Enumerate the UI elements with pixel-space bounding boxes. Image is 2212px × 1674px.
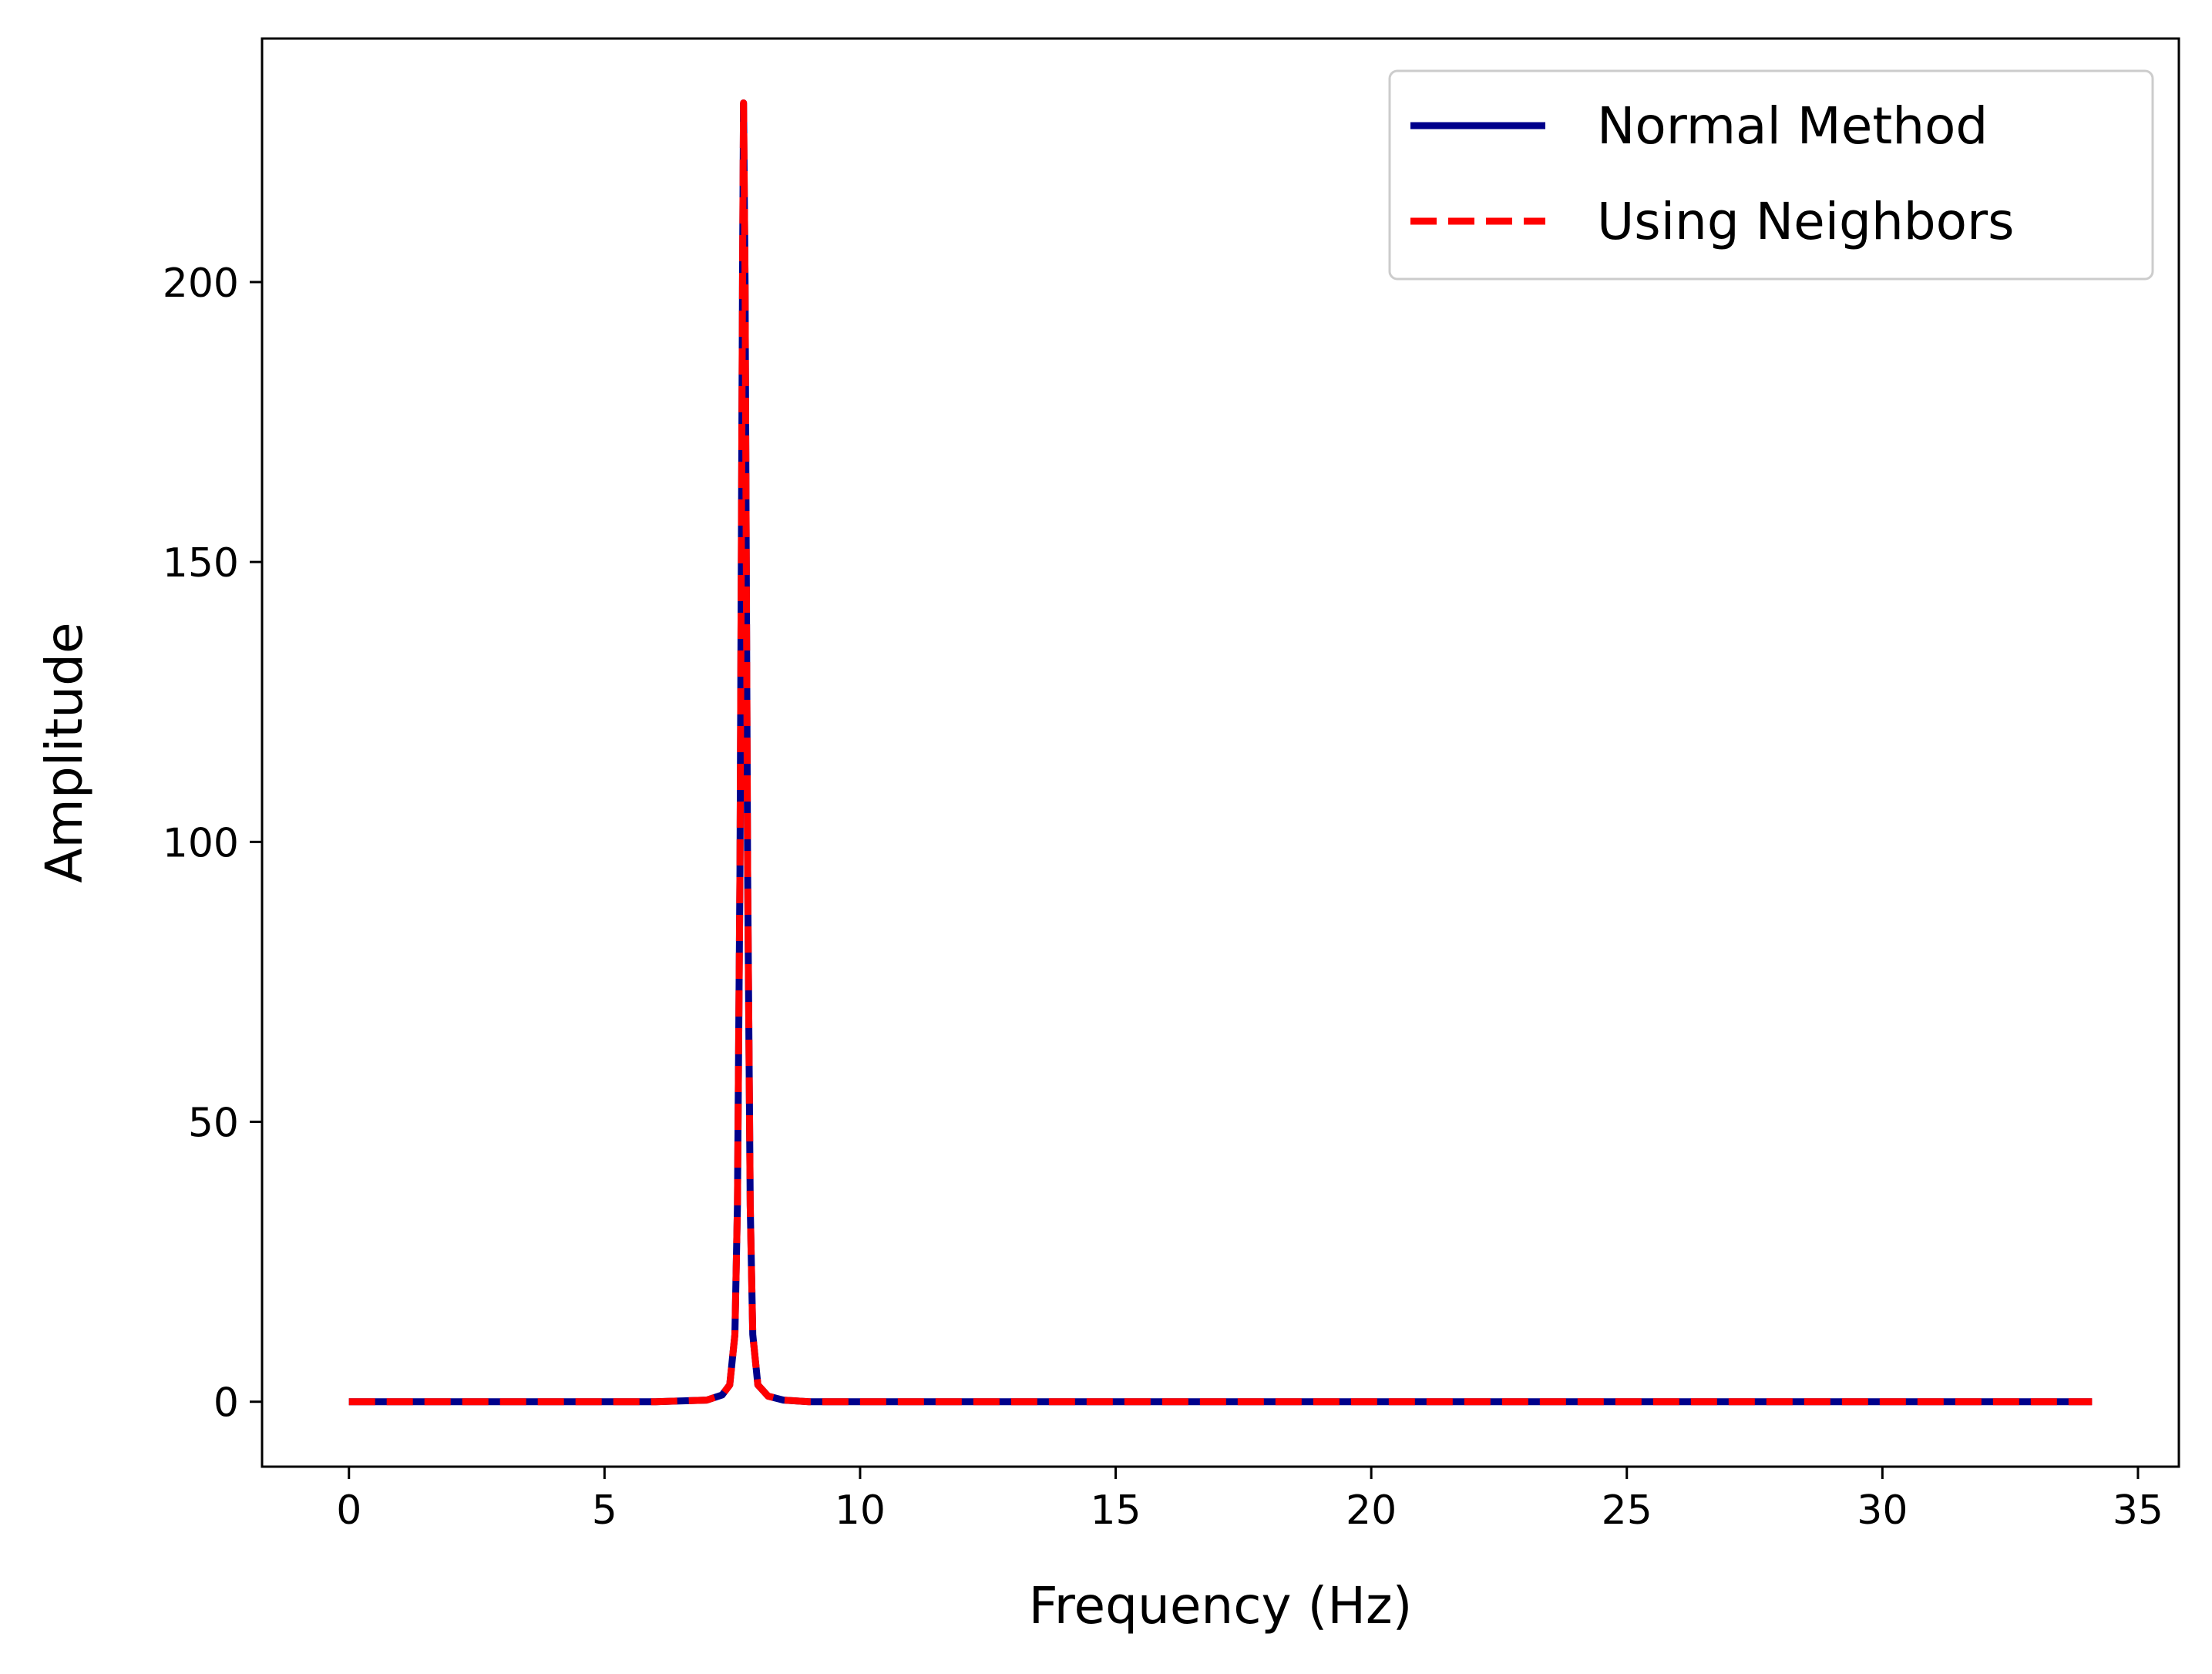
x-tick-label: 30: [1857, 1487, 1908, 1534]
series-line-2: [348, 99, 2093, 1406]
y-tick-label: 0: [213, 1380, 239, 1427]
plot-area-frame: [261, 37, 2180, 1468]
legend-label-2: Using Neighbors: [1597, 192, 2015, 251]
x-tick-label: 10: [835, 1487, 886, 1534]
y-tick-label: 50: [188, 1101, 239, 1147]
x-axis-ticks: 0 5 10 15 20 25 30 35: [336, 1467, 2163, 1534]
y-axis-ticks: 0 50 100 150 200: [163, 261, 262, 1427]
x-tick-label: 5: [592, 1487, 617, 1534]
x-axis-label: Frequency (Hz): [1029, 1576, 1413, 1635]
x-tick-label: 20: [1346, 1487, 1397, 1534]
y-axis-label: Amplitude: [35, 622, 94, 882]
series-layer: [348, 99, 2093, 1406]
x-tick-label: 35: [2113, 1487, 2163, 1534]
x-tick-label: 25: [1602, 1487, 1652, 1534]
y-tick-label: 150: [163, 540, 239, 587]
y-tick-label: 200: [163, 261, 239, 307]
x-tick-label: 0: [336, 1487, 361, 1534]
legend-box: [1388, 69, 2154, 281]
x-tick-label: 15: [1090, 1487, 1141, 1534]
y-tick-label: 100: [163, 820, 239, 866]
legend: Normal Method Using Neighbors: [1388, 69, 2154, 281]
legend-label-1: Normal Method: [1597, 96, 1988, 156]
